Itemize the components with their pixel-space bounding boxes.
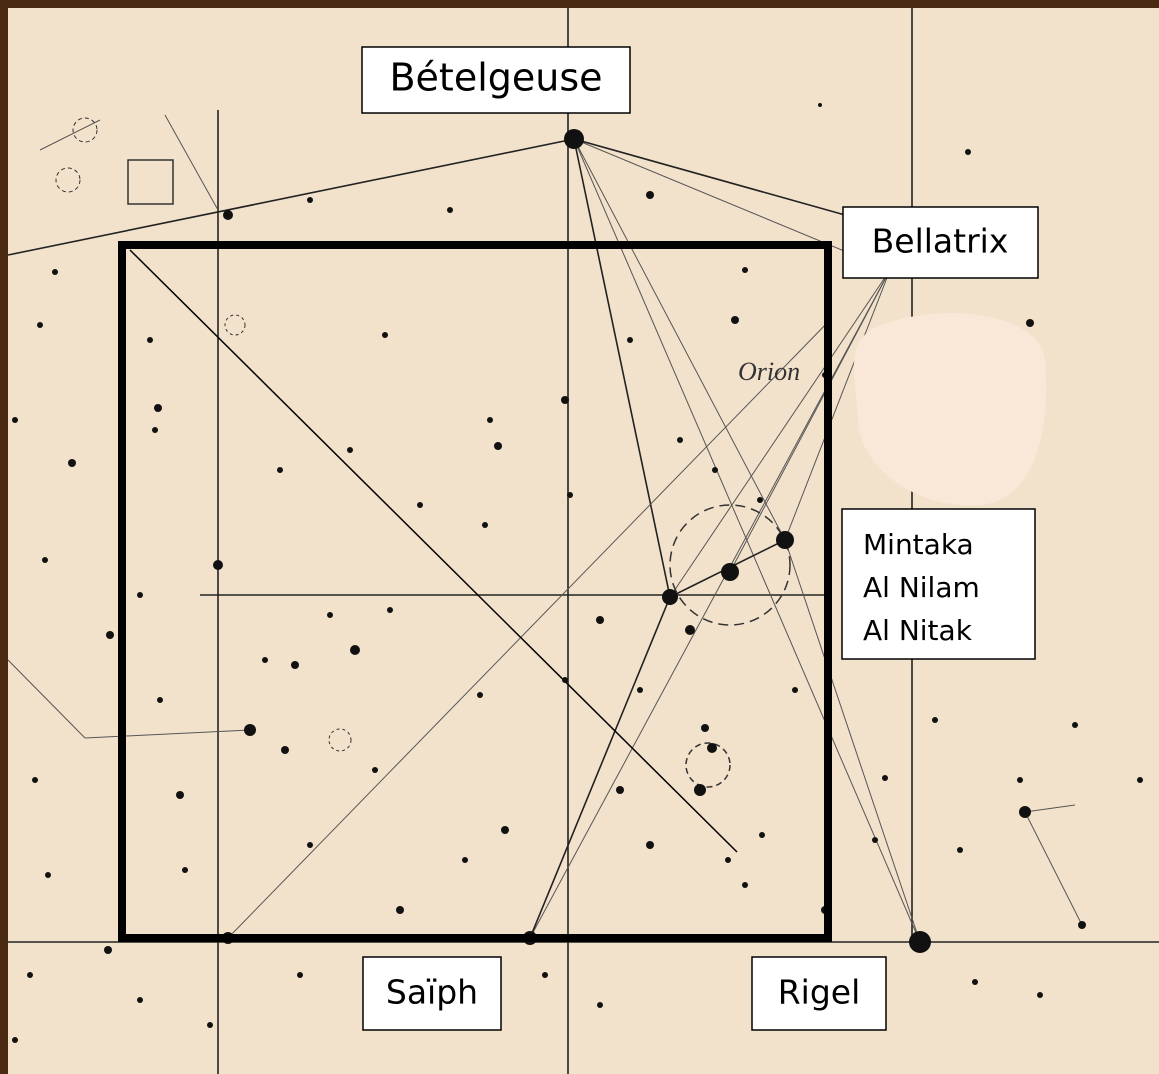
star (147, 337, 153, 343)
star (462, 857, 468, 863)
star (701, 724, 709, 732)
star (909, 931, 931, 953)
star (972, 979, 978, 985)
star (757, 497, 763, 503)
star-label: Mintaka (863, 528, 974, 561)
star (137, 592, 143, 598)
star (223, 210, 233, 220)
star (281, 746, 289, 754)
star (742, 267, 748, 273)
star (182, 867, 188, 873)
star-label: Saïph (386, 973, 478, 1012)
star (106, 631, 114, 639)
star (731, 316, 739, 324)
star (567, 492, 573, 498)
star (213, 560, 223, 570)
star (742, 882, 748, 888)
star (637, 687, 643, 693)
star-label: Al Nitak (863, 614, 973, 647)
star (176, 791, 184, 799)
star (1017, 777, 1023, 783)
star (307, 197, 313, 203)
star (207, 1022, 213, 1028)
star (45, 872, 51, 878)
star (277, 467, 283, 473)
star (712, 467, 718, 473)
star (157, 697, 163, 703)
star (685, 625, 695, 635)
star (662, 589, 678, 605)
star (627, 337, 633, 343)
star (776, 531, 794, 549)
star (154, 404, 162, 412)
star (307, 842, 313, 848)
constellation-name: Orion (738, 357, 800, 386)
star (818, 103, 822, 107)
star (12, 1037, 18, 1043)
star (646, 841, 654, 849)
star (382, 332, 388, 338)
star (596, 616, 604, 624)
star (882, 775, 888, 781)
star (872, 837, 878, 843)
star (965, 149, 971, 155)
star-label: Bételgeuse (389, 56, 602, 100)
star (1078, 921, 1086, 929)
star (262, 657, 268, 663)
star (417, 502, 423, 508)
star (725, 857, 731, 863)
star (501, 826, 509, 834)
star-label: Rigel (778, 973, 861, 1012)
star (42, 557, 48, 563)
star (477, 692, 483, 698)
star (482, 522, 488, 528)
star (1037, 992, 1043, 998)
star-map: Orion Bételgeuse Bellatrix Mintaka Al Ni… (0, 0, 1159, 1074)
star (347, 447, 353, 453)
star (291, 661, 299, 669)
star (646, 191, 654, 199)
star (707, 743, 717, 753)
star (32, 777, 38, 783)
star (447, 207, 453, 213)
star (68, 459, 76, 467)
star (759, 832, 765, 838)
star (561, 396, 569, 404)
star (27, 972, 33, 978)
star (137, 997, 143, 1003)
star (494, 442, 502, 450)
star (37, 322, 43, 328)
star-label: Al Nilam (863, 571, 980, 604)
star (487, 417, 493, 423)
star (152, 427, 158, 433)
star (1026, 319, 1034, 327)
star (327, 612, 333, 618)
star (372, 767, 378, 773)
star (1072, 722, 1078, 728)
star (542, 972, 548, 978)
star (104, 946, 112, 954)
star (792, 687, 798, 693)
star (932, 717, 938, 723)
star (297, 972, 303, 978)
star (957, 847, 963, 853)
star (1019, 806, 1031, 818)
star (694, 784, 706, 796)
star (616, 786, 624, 794)
star (1137, 777, 1143, 783)
star (350, 645, 360, 655)
star (721, 563, 739, 581)
star (597, 1002, 603, 1008)
star (564, 129, 584, 149)
star (52, 269, 58, 275)
star (244, 724, 256, 736)
star (396, 906, 404, 914)
star (12, 417, 18, 423)
star-label: Bellatrix (872, 222, 1009, 261)
star (387, 607, 393, 613)
star (677, 437, 683, 443)
star (562, 677, 568, 683)
